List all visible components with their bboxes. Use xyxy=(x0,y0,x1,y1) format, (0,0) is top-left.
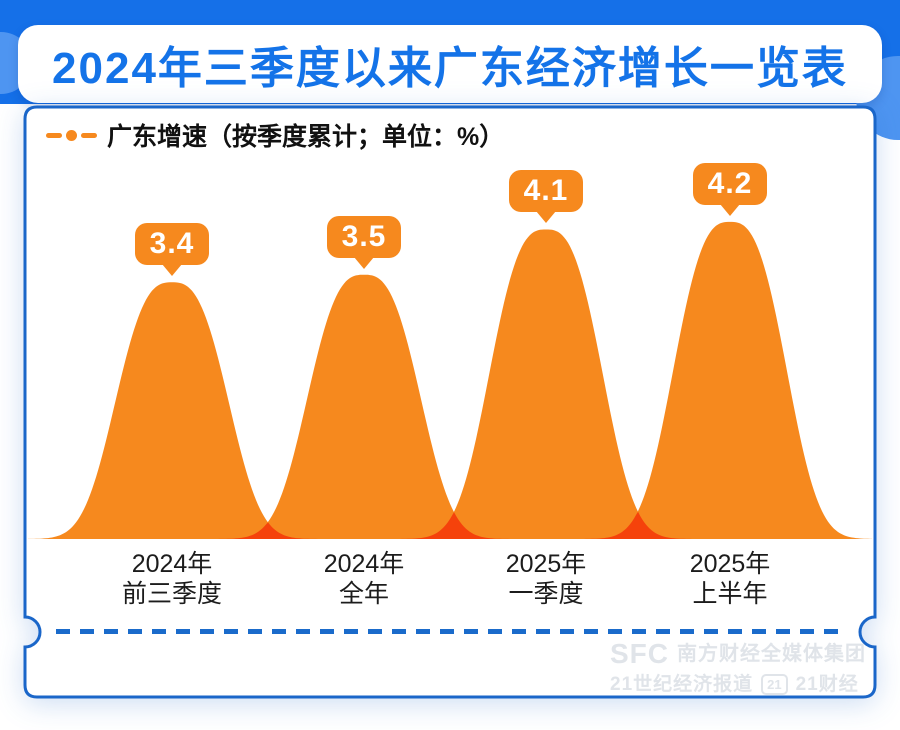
curve-overlap xyxy=(172,522,364,539)
value-bubble: 4.2 xyxy=(693,162,767,216)
legend-dash-icon xyxy=(81,132,97,138)
legend-dot-icon xyxy=(66,129,77,141)
area-chart xyxy=(28,221,872,539)
category-label-line: 2024年 xyxy=(323,550,405,578)
category-label: 2024年 全年 xyxy=(264,549,464,609)
category-label: 2025年 一季度 xyxy=(446,549,646,609)
title-box: 2024年三季度以来广东经济增长一览表 xyxy=(18,25,882,103)
legend-label: 广东增速（按季度累计；单位：%） xyxy=(107,123,505,151)
bell-curve xyxy=(28,282,332,539)
herald-name: 21世纪经济报道 xyxy=(610,674,754,695)
press-watermark: SFC 南方财经全媒体集团 21世纪经济报道 21 21财经 xyxy=(610,640,866,701)
category-label-line: 前三季度 xyxy=(121,580,222,608)
watermark-row-1: SFC 南方财经全媒体集团 xyxy=(610,640,866,668)
page-title: 2024年三季度以来广东经济增长一览表 xyxy=(52,44,848,93)
category-label-line: 一季度 xyxy=(508,580,584,608)
value-bubble: 4.1 xyxy=(509,170,583,224)
value-bubble: 3.4 xyxy=(135,223,209,277)
dashed-divider xyxy=(56,629,844,634)
card-outline xyxy=(23,105,877,699)
finance-21-name: 21财经 xyxy=(795,674,859,695)
curve-overlap xyxy=(546,511,730,539)
category-label: 2024年 前三季度 xyxy=(72,549,272,609)
sfc-logo: SFC xyxy=(610,638,669,669)
curve-overlap xyxy=(364,512,546,539)
badge-21-icon: 21 xyxy=(761,674,788,695)
category-label-line: 上半年 xyxy=(692,580,768,608)
category-label-line: 2025年 xyxy=(689,550,771,578)
bell-curve xyxy=(570,221,872,539)
category-label-line: 2024年 xyxy=(131,550,213,578)
value-bubble: 3.5 xyxy=(327,215,401,269)
chart-legend: 广东增速（按季度累计；单位：%） xyxy=(46,119,504,151)
media-group-name: 南方财经全媒体集团 xyxy=(677,643,866,665)
legend-dash-icon xyxy=(46,132,62,138)
category-label: 2025年 上半年 xyxy=(630,549,830,609)
category-label-line: 全年 xyxy=(338,580,389,608)
category-label-line: 2025年 xyxy=(505,550,587,578)
bell-curve xyxy=(204,274,524,539)
watermark-row-2: 21世纪经济报道 21 21财经 xyxy=(610,674,866,695)
bell-curve xyxy=(386,229,706,539)
